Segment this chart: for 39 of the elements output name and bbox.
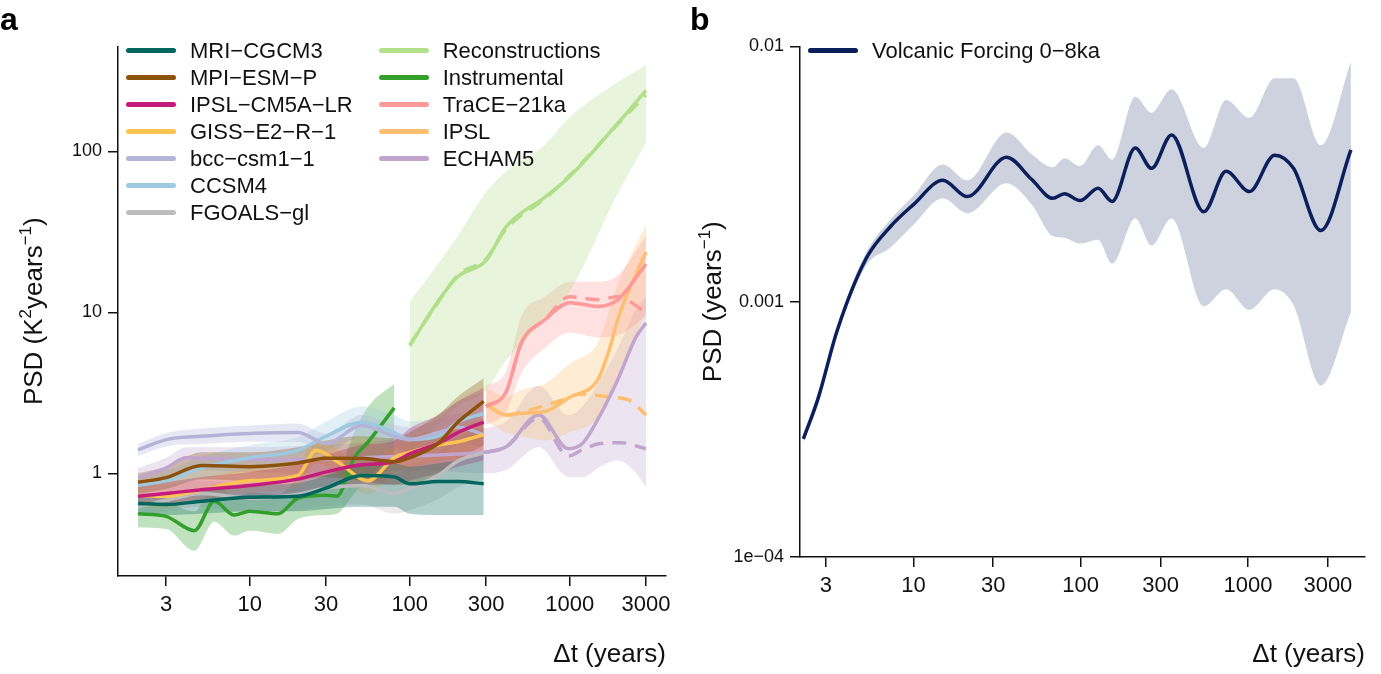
y-tick-label: 1	[91, 462, 102, 483]
x-tick-label: 300	[1142, 572, 1179, 598]
x-tick-label: 30	[981, 572, 1006, 598]
y-tick-label: 0.001	[738, 290, 784, 311]
x-tick-label: 1000	[545, 591, 595, 617]
x-tick-label: 10	[237, 591, 263, 617]
legend-label: IPSL−CM5A−LR	[190, 91, 353, 118]
x-tick-label: 3000	[1303, 572, 1353, 598]
y-axis-title: PSD (years−1)	[694, 221, 728, 383]
x-tick-label: 10	[901, 572, 926, 598]
y-tick-label: 100	[71, 140, 102, 161]
x-tick-label: 1000	[1223, 572, 1273, 598]
x-axis-title: Δt (years)	[1252, 637, 1365, 668]
legend-label: bcc−csm1−1	[190, 145, 315, 172]
x-tick-label: 100	[391, 591, 429, 617]
legend-label: ECHAM5	[442, 145, 535, 172]
legend-label: CCSM4	[190, 172, 268, 199]
x-axis-title: Δt (years)	[553, 637, 666, 668]
legend-label: Reconstructions	[442, 37, 601, 64]
y-tick-label: 1e−04	[733, 545, 784, 566]
x-tick-label: 3000	[621, 591, 671, 617]
x-tick-label: 3	[819, 572, 833, 598]
y-tick-label: 0.01	[748, 35, 784, 56]
y-tick-label: 10	[81, 301, 102, 322]
legend-label: FGOALS−gl	[190, 199, 310, 226]
legend-label: MPI−ESM−P	[190, 64, 318, 91]
x-tick-label: 3	[160, 591, 173, 617]
legend-label: IPSL	[442, 118, 491, 145]
y-axis-title: PSD (K2years−1)	[15, 217, 49, 406]
legend-label: MRI−CGCM3	[190, 37, 323, 64]
legend-label: GISS−E2−R−1	[190, 118, 337, 145]
x-tick-label: 300	[467, 591, 505, 617]
chart-title: b	[690, 1, 710, 38]
legend-label: Volcanic Forcing 0−8ka	[872, 37, 1101, 64]
x-tick-label: 30	[313, 591, 339, 617]
legend-label: Instrumental	[442, 64, 564, 91]
chart-title: a	[0, 1, 18, 38]
x-tick-label: 100	[1062, 572, 1100, 598]
legend-label: TraCE−21ka	[442, 91, 566, 118]
